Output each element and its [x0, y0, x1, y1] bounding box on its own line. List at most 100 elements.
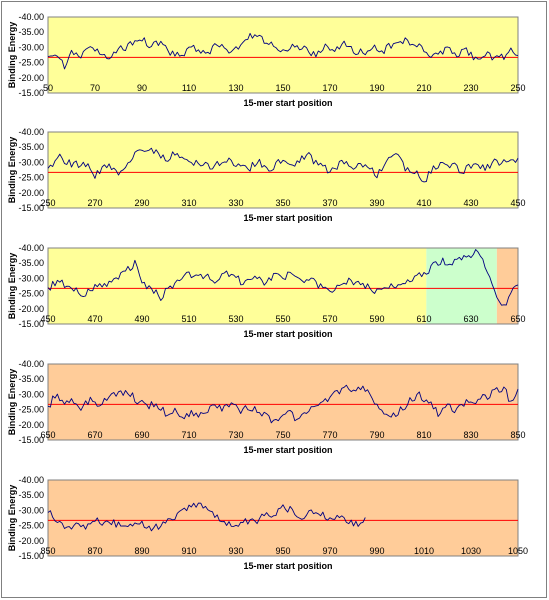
x-tick-label: 830 [463, 430, 478, 440]
x-tick-label: 510 [181, 314, 196, 324]
y-tick-label: -15.00 [18, 435, 44, 445]
y-tick-label: -35.00 [18, 258, 44, 268]
y-tick-label: -40.00 [18, 12, 44, 22]
x-tick-label: 690 [134, 430, 149, 440]
x-tick-label: 850 [40, 546, 55, 556]
plot-region-1 [48, 248, 427, 324]
y-tick-label: -35.00 [18, 374, 44, 384]
x-tick-label: 230 [463, 83, 478, 93]
x-tick-label: 190 [369, 83, 384, 93]
x-axis-label: 15-mer start position [243, 213, 332, 223]
y-tick-label: -35.00 [18, 27, 44, 37]
y-tick-label: -40.00 [18, 243, 44, 253]
x-tick-label: 610 [416, 314, 431, 324]
x-tick-label: 970 [322, 546, 337, 556]
x-tick-label: 650 [40, 430, 55, 440]
y-tick-label: -20.00 [18, 304, 44, 314]
x-tick-label: 390 [369, 198, 384, 208]
x-tick-label: 710 [181, 430, 196, 440]
x-tick-label: 150 [275, 83, 290, 93]
x-tick-label: 1010 [414, 546, 434, 556]
plot-region-2 [426, 248, 497, 324]
plot-region-1 [48, 480, 518, 556]
y-tick-label: -25.00 [18, 58, 44, 68]
x-tick-label: 50 [43, 83, 53, 93]
binding-energy-series [47, 249, 519, 306]
y-tick-label: -35.00 [18, 490, 44, 500]
y-tick-label: -40.00 [18, 475, 44, 485]
plot-area-border [47, 247, 519, 325]
x-tick-label: 530 [228, 314, 243, 324]
x-tick-label: 950 [275, 546, 290, 556]
x-tick-label: 350 [275, 198, 290, 208]
plot-region-1 [48, 17, 518, 93]
x-tick-label: 590 [369, 314, 384, 324]
x-tick-label: 910 [181, 546, 196, 556]
y-tick-label: -30.00 [18, 157, 44, 167]
x-axis-label: 15-mer start position [243, 561, 332, 571]
x-tick-label: 570 [322, 314, 337, 324]
x-tick-label: 90 [137, 83, 147, 93]
binding-energy-series [47, 32, 519, 70]
y-tick-label: -20.00 [18, 188, 44, 198]
y-axis-label: Binding Energy [7, 369, 17, 436]
y-tick-label: -35.00 [18, 142, 44, 152]
x-tick-label: 990 [369, 546, 384, 556]
x-tick-label: 890 [134, 546, 149, 556]
plot-region-1 [48, 364, 518, 440]
y-tick-label: -40.00 [18, 359, 44, 369]
y-tick-label: -15.00 [18, 203, 44, 213]
x-tick-label: 790 [369, 430, 384, 440]
x-tick-label: 410 [416, 198, 431, 208]
binding-energy-series [47, 502, 366, 532]
y-tick-label: -15.00 [18, 551, 44, 561]
x-tick-label: 930 [228, 546, 243, 556]
plot-area-border [47, 16, 519, 94]
x-tick-label: 850 [510, 430, 525, 440]
y-axis-label: Binding Energy [7, 137, 17, 204]
x-tick-label: 270 [87, 198, 102, 208]
x-tick-label: 110 [182, 83, 196, 93]
x-tick-label: 870 [87, 546, 102, 556]
x-tick-label: 730 [228, 430, 243, 440]
x-tick-label: 770 [322, 430, 337, 440]
x-tick-label: 470 [87, 314, 102, 324]
y-tick-label: -25.00 [18, 405, 44, 415]
x-tick-label: 1050 [508, 546, 528, 556]
binding-energy-series [47, 384, 519, 424]
plot-area-border [47, 479, 519, 557]
y-tick-label: -25.00 [18, 521, 44, 531]
y-axis-label: Binding Energy [7, 22, 17, 89]
x-tick-label: 490 [134, 314, 149, 324]
x-tick-label: 250 [40, 198, 55, 208]
y-tick-label: -30.00 [18, 389, 44, 399]
x-tick-label: 430 [463, 198, 478, 208]
y-axis-label: Binding Energy [7, 485, 17, 552]
plot-area-border [47, 363, 519, 441]
y-axis-label: Binding Energy [7, 253, 17, 320]
y-tick-label: -25.00 [18, 173, 44, 183]
y-tick-label: -15.00 [18, 88, 44, 98]
y-tick-label: -20.00 [18, 73, 44, 83]
x-tick-label: 450 [510, 198, 525, 208]
x-tick-label: 1030 [461, 546, 481, 556]
x-tick-label: 450 [40, 314, 55, 324]
x-tick-label: 290 [134, 198, 149, 208]
x-tick-label: 650 [510, 314, 525, 324]
x-axis-label: 15-mer start position [243, 98, 332, 108]
x-tick-label: 170 [322, 83, 337, 93]
x-axis-label: 15-mer start position [243, 445, 332, 455]
x-tick-label: 370 [322, 198, 337, 208]
y-tick-label: -25.00 [18, 289, 44, 299]
x-tick-label: 550 [275, 314, 290, 324]
x-tick-label: 330 [228, 198, 243, 208]
x-tick-label: 210 [416, 83, 431, 93]
x-tick-label: 750 [275, 430, 290, 440]
y-tick-label: -30.00 [18, 273, 44, 283]
